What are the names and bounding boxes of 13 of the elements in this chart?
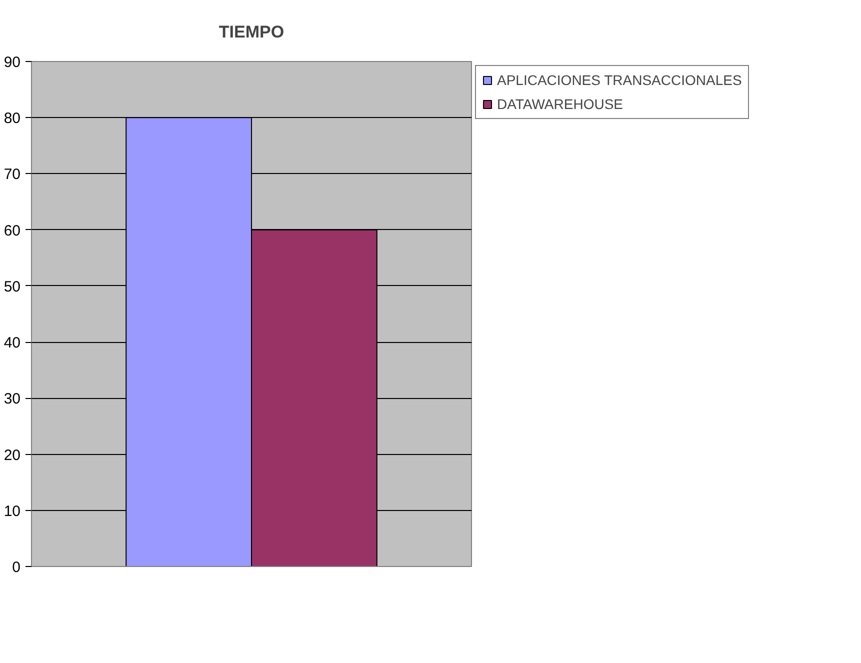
legend-label: APLICACIONES TRANSACCIONALES (497, 72, 742, 88)
legend-label: DATAWAREHOUSE (497, 96, 624, 112)
y-tick-label: 80 (4, 110, 21, 128)
y-tick-label: 90 (4, 54, 21, 71)
y-tick-label: 70 (4, 166, 21, 184)
chart-title: TIEMPO (218, 22, 284, 42)
y-tick-label: 60 (4, 222, 21, 240)
y-tick-label: 20 (4, 446, 21, 464)
y-tick-label: 50 (4, 278, 21, 296)
y-tick-label: 10 (4, 502, 21, 520)
y-tick-label: 40 (4, 334, 21, 352)
y-tick-label: 30 (4, 390, 21, 408)
y-tick-label: 0 (12, 559, 20, 576)
